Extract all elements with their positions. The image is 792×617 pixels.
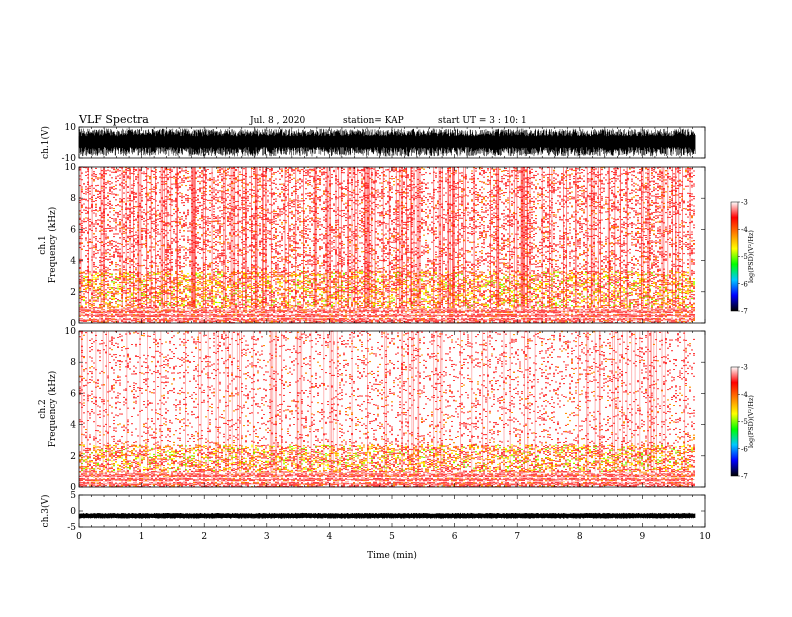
spectrogram-impulse-streaks <box>81 331 686 472</box>
ch3-waveform-panel: 5 0 -5 ch.3(V) <box>40 491 706 533</box>
time-tick-label: 5 <box>389 532 395 542</box>
time-tick-label: 8 <box>577 532 583 542</box>
panel-frame <box>78 494 706 528</box>
time-axis: 0 1 2 3 4 5 6 7 8 9 10 Time (min) <box>76 532 711 561</box>
spectrogram-red-cells <box>79 330 695 446</box>
colorbar-tick-label: -5 <box>741 253 748 261</box>
colorbar-scale <box>730 201 739 312</box>
ch3-y-label: ch.3(V) <box>40 495 51 528</box>
spectrogram-orange-cells <box>79 444 695 472</box>
time-tick-label: 2 <box>201 532 207 542</box>
ch3-y-label-line: ch.3(V) <box>40 495 51 528</box>
ch1-tick-label: 10 <box>65 163 77 173</box>
ch2-spectrogram-panel: 0 2 4 6 8 10 ch.2Frequency (kHz) <box>38 327 706 493</box>
ch2-y-label-line: ch.2 <box>38 399 48 418</box>
spectrogram-impulse-streaks <box>80 167 691 308</box>
time-tick-label: 0 <box>76 532 82 542</box>
time-tick-label: 7 <box>514 532 520 542</box>
date-label: Jul. 8 , 2020 <box>249 116 305 126</box>
ch2-tick-label: 8 <box>70 358 76 368</box>
colorbar-tick-label: -5 <box>741 418 748 426</box>
ch1-tick-label: -10 <box>62 154 77 164</box>
time-tick-label: 1 <box>139 532 145 542</box>
start-time-label: start UT = 3 : 10: 1 <box>438 116 527 126</box>
colorbar-tick-label: -6 <box>741 445 748 453</box>
colorbar-tick-label: -4 <box>741 391 748 399</box>
time-tick-label: 3 <box>264 532 270 542</box>
spectrogram-orange-cells <box>79 330 695 446</box>
ch2-colorbar: -3 -4 -5 -6 -7 log(PSD)(V²/Hz) <box>730 364 755 481</box>
station-label: station= KAP <box>343 116 404 126</box>
ch2-tick-label: 6 <box>70 389 76 399</box>
colorbar-label: log(PSD)(V²/Hz) <box>747 395 755 448</box>
ch1-y-label: ch.1(V) <box>40 126 51 159</box>
spectrogram-green-cells <box>79 444 693 472</box>
ch3-tick-label: -5 <box>67 523 76 533</box>
ch2-tick-label: 10 <box>65 327 77 337</box>
ch1-tick-label: 2 <box>70 288 76 298</box>
ch1-tick-label: 10 <box>65 123 77 133</box>
colorbar-tick-label: -4 <box>741 226 748 234</box>
ch1-waveform-panel: 10 -10 ch.1(V) <box>40 123 706 164</box>
time-tick-label: 4 <box>327 532 333 542</box>
ch2-tick-label: 4 <box>70 421 76 431</box>
figure-title: VLF Spectra <box>78 113 149 126</box>
spectrogram-yellow-cells <box>79 271 695 308</box>
colorbar-tick-label: -7 <box>741 473 748 481</box>
ch2-y-label: ch.2Frequency (kHz) <box>38 371 58 448</box>
time-axis-label: Time (min) <box>367 550 417 561</box>
colorbar-tick-label: -3 <box>741 199 748 207</box>
colorbar-tick-label: -6 <box>741 280 748 288</box>
ch2-tick-label: 2 <box>70 452 76 462</box>
ch1-waveform-trace <box>78 128 696 157</box>
ch1-y-label-line: Frequency (kHz) <box>47 207 58 284</box>
ch1-y-label-line: ch.1(V) <box>40 126 51 159</box>
time-tick-label: 10 <box>699 532 711 542</box>
ch3-waveform-trace <box>78 512 696 519</box>
ch1-tick-label: 8 <box>70 194 76 204</box>
time-tick-label: 6 <box>452 532 458 542</box>
ch1-tick-label: 4 <box>70 257 76 267</box>
colorbar-label: log(PSD)(V²/Hz) <box>747 230 755 283</box>
time-tick-label: 9 <box>640 532 646 542</box>
ch3-tick-label: 0 <box>70 507 76 517</box>
ch2-y-label-line: Frequency (kHz) <box>47 371 58 448</box>
ch1-tick-label: 6 <box>70 225 76 235</box>
colorbar-tick-label: -7 <box>741 308 748 316</box>
ch3-tick-label: 5 <box>70 491 76 501</box>
ch2-tick-label: 0 <box>70 483 76 493</box>
colorbar-scale <box>730 366 739 477</box>
ch1-tick-label: 0 <box>70 319 76 329</box>
ch1-colorbar: -3 -4 -5 -6 -7 log(PSD)(V²/Hz) <box>730 199 755 316</box>
spectrogram-red-cells <box>79 444 695 472</box>
ch1-y-label: ch.1Frequency (kHz) <box>38 207 58 284</box>
ch1-spectrogram-panel: 0 2 4 6 8 10 ch.1Frequency (kHz) <box>38 163 706 329</box>
colorbar-tick-label: -3 <box>741 364 748 372</box>
ch1-y-label-line: ch.1 <box>38 235 48 254</box>
